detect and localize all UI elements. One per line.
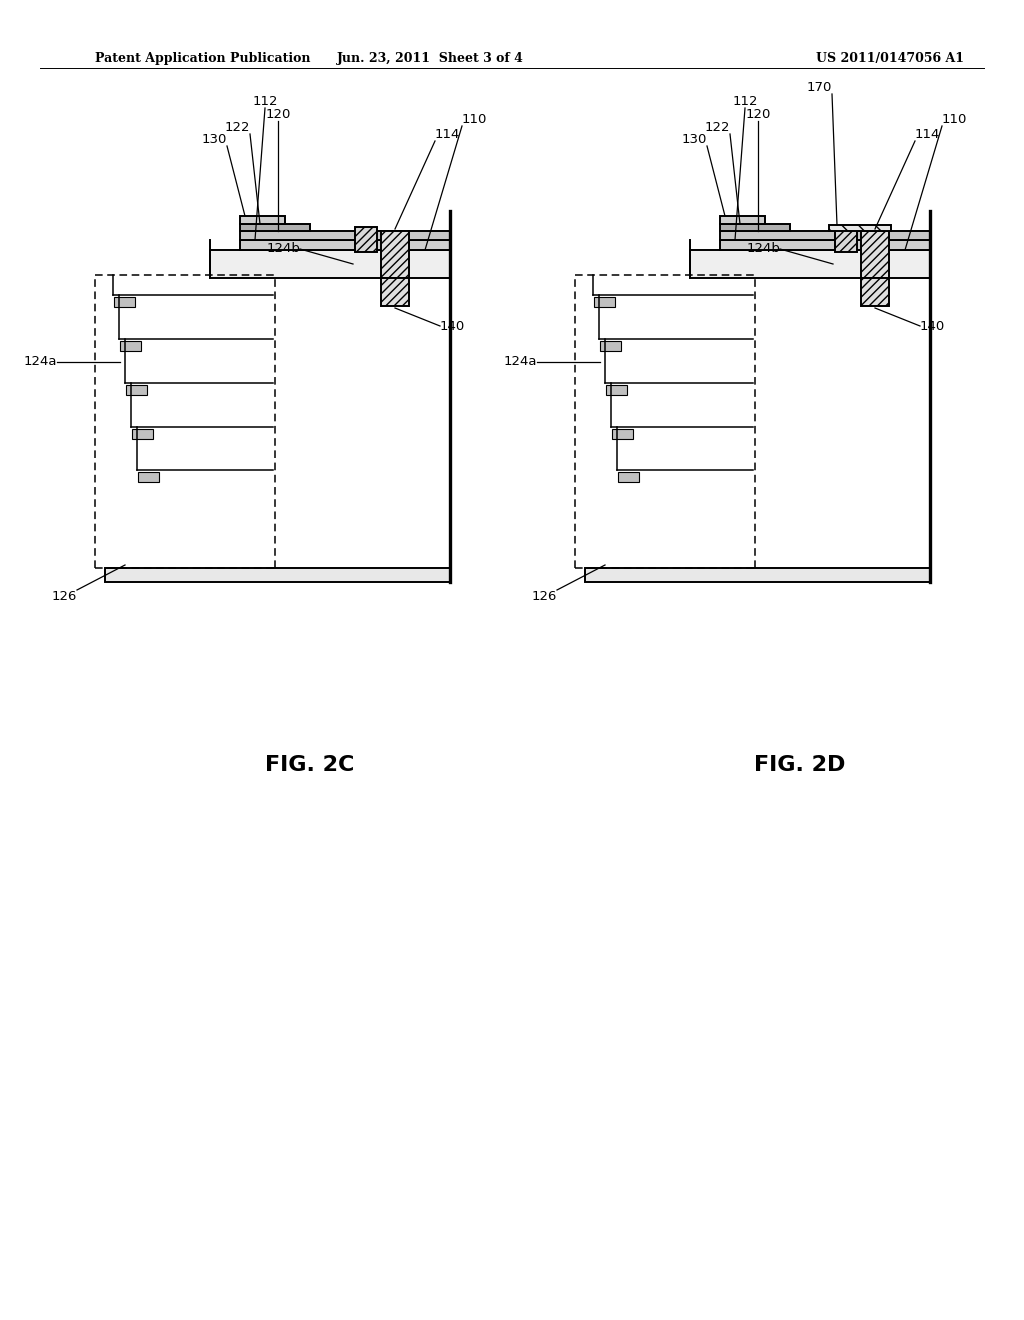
- Polygon shape: [240, 224, 310, 231]
- Text: 110: 110: [942, 114, 968, 125]
- Polygon shape: [105, 568, 450, 582]
- Text: 124b: 124b: [746, 243, 780, 256]
- Text: 140: 140: [440, 319, 465, 333]
- Text: 110: 110: [462, 114, 487, 125]
- Polygon shape: [720, 240, 930, 249]
- Polygon shape: [861, 231, 889, 279]
- Text: 130: 130: [202, 133, 227, 147]
- Polygon shape: [240, 216, 285, 224]
- Polygon shape: [138, 473, 159, 482]
- Polygon shape: [120, 341, 141, 351]
- Text: 130: 130: [682, 133, 707, 147]
- Polygon shape: [114, 297, 135, 308]
- Polygon shape: [720, 224, 790, 231]
- Polygon shape: [126, 384, 147, 395]
- Text: 124b: 124b: [266, 243, 300, 256]
- Polygon shape: [585, 568, 930, 582]
- Polygon shape: [381, 279, 409, 306]
- Text: 122: 122: [705, 121, 730, 135]
- Polygon shape: [240, 240, 450, 249]
- Polygon shape: [618, 473, 639, 482]
- Polygon shape: [690, 249, 930, 279]
- Text: FIG. 2C: FIG. 2C: [265, 755, 354, 775]
- Text: Patent Application Publication: Patent Application Publication: [95, 51, 310, 65]
- Text: FIG. 2D: FIG. 2D: [755, 755, 846, 775]
- Text: 124a: 124a: [504, 355, 537, 368]
- Text: 126: 126: [51, 590, 77, 603]
- Polygon shape: [600, 341, 621, 351]
- Text: 126: 126: [531, 590, 557, 603]
- Text: 112: 112: [732, 95, 758, 108]
- Polygon shape: [861, 279, 889, 306]
- Text: 170: 170: [807, 81, 831, 94]
- Text: 120: 120: [265, 108, 291, 121]
- Polygon shape: [835, 227, 857, 252]
- Polygon shape: [720, 216, 765, 224]
- Polygon shape: [720, 231, 930, 240]
- Text: 114: 114: [435, 128, 461, 141]
- Polygon shape: [210, 249, 450, 279]
- Text: 122: 122: [224, 121, 250, 135]
- Text: 120: 120: [745, 108, 771, 121]
- Polygon shape: [594, 297, 615, 308]
- Text: 124a: 124a: [24, 355, 57, 368]
- Text: 140: 140: [920, 319, 945, 333]
- Polygon shape: [829, 224, 891, 231]
- Text: 112: 112: [252, 95, 278, 108]
- Polygon shape: [355, 227, 377, 252]
- Polygon shape: [381, 231, 409, 279]
- Text: US 2011/0147056 A1: US 2011/0147056 A1: [816, 51, 964, 65]
- Polygon shape: [606, 384, 627, 395]
- Text: 114: 114: [915, 128, 940, 141]
- Polygon shape: [132, 429, 153, 438]
- Text: Jun. 23, 2011  Sheet 3 of 4: Jun. 23, 2011 Sheet 3 of 4: [337, 51, 523, 65]
- Polygon shape: [612, 429, 633, 438]
- Polygon shape: [240, 231, 450, 240]
